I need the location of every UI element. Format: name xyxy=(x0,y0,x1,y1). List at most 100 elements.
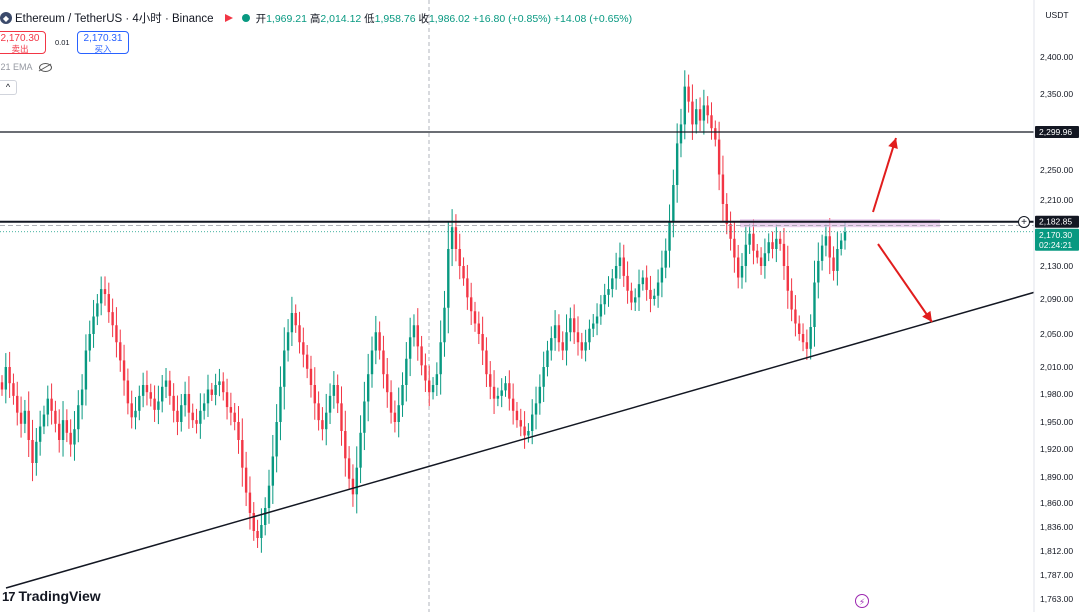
candle-body xyxy=(504,383,507,391)
candle-body xyxy=(69,432,72,445)
resistance-zone xyxy=(740,219,940,228)
candle-body xyxy=(469,297,473,312)
badge-text: 2,182.85 xyxy=(1039,217,1072,227)
collapse-legend-button[interactable]: ^ xyxy=(0,80,17,95)
candle-body xyxy=(672,185,675,223)
symbol-title[interactable]: Ethereum / TetherUS · 4小时 · Binance xyxy=(15,13,214,25)
candle-body xyxy=(225,392,229,408)
candle-body xyxy=(351,478,355,495)
candle-body xyxy=(134,410,137,418)
candle-body xyxy=(489,374,492,387)
candle-body xyxy=(92,316,95,334)
candle-body xyxy=(767,242,770,254)
level-mid-badge: 2,182.85 xyxy=(1035,215,1079,228)
candle-body xyxy=(481,334,484,351)
candle-body xyxy=(61,420,65,440)
candle-body xyxy=(515,410,519,421)
bearish-arrow xyxy=(877,243,933,323)
badge-bg xyxy=(1035,126,1079,139)
candle-body xyxy=(214,385,217,395)
candle-body xyxy=(553,325,557,339)
candle-body xyxy=(374,332,378,351)
y-tick-label: 2,130.00 xyxy=(1040,261,1073,271)
candle-body xyxy=(370,350,374,375)
candle-body xyxy=(645,277,648,290)
candle-body xyxy=(637,284,641,298)
candle-body xyxy=(88,334,91,351)
change-value: +16.80 (+0.85%) xyxy=(472,12,551,25)
candle-body xyxy=(733,238,736,258)
candle-body xyxy=(141,385,145,396)
y-tick-label: 2,090.00 xyxy=(1040,294,1073,304)
y-tick-label: 1,920.00 xyxy=(1040,444,1073,454)
candle-body xyxy=(27,410,30,440)
candle-body xyxy=(691,101,694,125)
candle-body xyxy=(180,405,183,422)
candle-body xyxy=(839,240,843,249)
candle-body xyxy=(668,222,671,251)
candle-body xyxy=(428,380,431,393)
candle-body xyxy=(798,323,801,334)
candle-body xyxy=(23,410,27,424)
candle-body xyxy=(153,398,156,410)
candle-body xyxy=(256,531,259,538)
candle-body xyxy=(309,368,313,385)
flag-icon[interactable] xyxy=(224,13,234,23)
candle-body xyxy=(325,412,328,430)
candle-body xyxy=(790,290,793,310)
buy-button[interactable]: 2,170.31 买入 xyxy=(77,31,129,54)
candle-body xyxy=(336,385,339,404)
candle-body xyxy=(725,204,728,224)
candle-body xyxy=(38,426,42,442)
bullish-arrow xyxy=(872,137,897,213)
candle-body xyxy=(145,385,149,393)
ema-label: .21 EMA xyxy=(0,62,33,72)
y-tick-label: 1,860.00 xyxy=(1040,498,1073,508)
candle-body xyxy=(168,380,172,396)
candle-body xyxy=(222,381,225,393)
candle-body xyxy=(46,398,49,415)
candle-body xyxy=(576,332,580,343)
badge-bg xyxy=(1035,215,1079,228)
y-tick-label: 2,210.00 xyxy=(1040,195,1073,205)
y-tick-label: 1,950.00 xyxy=(1040,417,1073,427)
candle-body xyxy=(775,238,778,249)
candle-body xyxy=(805,342,809,349)
candle-body xyxy=(794,309,797,324)
eye-hidden-icon[interactable] xyxy=(38,62,52,72)
candle-body xyxy=(778,238,782,244)
candle-body xyxy=(294,313,297,326)
candle-body xyxy=(675,143,679,185)
candle-body xyxy=(35,441,38,463)
spread-value: 0.01 xyxy=(55,38,70,47)
candle-body xyxy=(824,236,828,246)
candle-body xyxy=(389,392,393,413)
candle-body xyxy=(756,250,759,258)
candle-body xyxy=(424,365,427,381)
candle-body xyxy=(77,405,80,430)
candle-body xyxy=(706,105,709,116)
candle-body xyxy=(267,485,271,508)
candle-body xyxy=(557,325,561,343)
y-tick-label: 2,400.00 xyxy=(1040,52,1073,62)
candle-body xyxy=(130,403,133,418)
candle-body xyxy=(714,128,717,140)
candle-body xyxy=(161,386,164,402)
candle-body xyxy=(740,266,744,278)
sell-button[interactable]: 2,170.30 卖出 xyxy=(0,31,46,54)
lightning-icon[interactable]: ⚡ xyxy=(855,594,869,608)
candle-body xyxy=(164,380,168,387)
chart-legend-header: ◆ Ethereum / TetherUS · 4小时 · Binance 开1… xyxy=(0,9,632,27)
candle-body xyxy=(244,467,248,493)
candle-body xyxy=(119,342,122,361)
candle-body xyxy=(263,508,267,525)
candle-body xyxy=(592,323,595,329)
candle-body xyxy=(511,398,515,411)
add-alert-icon[interactable]: + xyxy=(1018,216,1030,228)
candle-body xyxy=(820,245,824,261)
candle-body xyxy=(183,394,187,406)
currency-selector[interactable]: USDT xyxy=(1045,10,1069,20)
candle-body xyxy=(660,267,664,283)
